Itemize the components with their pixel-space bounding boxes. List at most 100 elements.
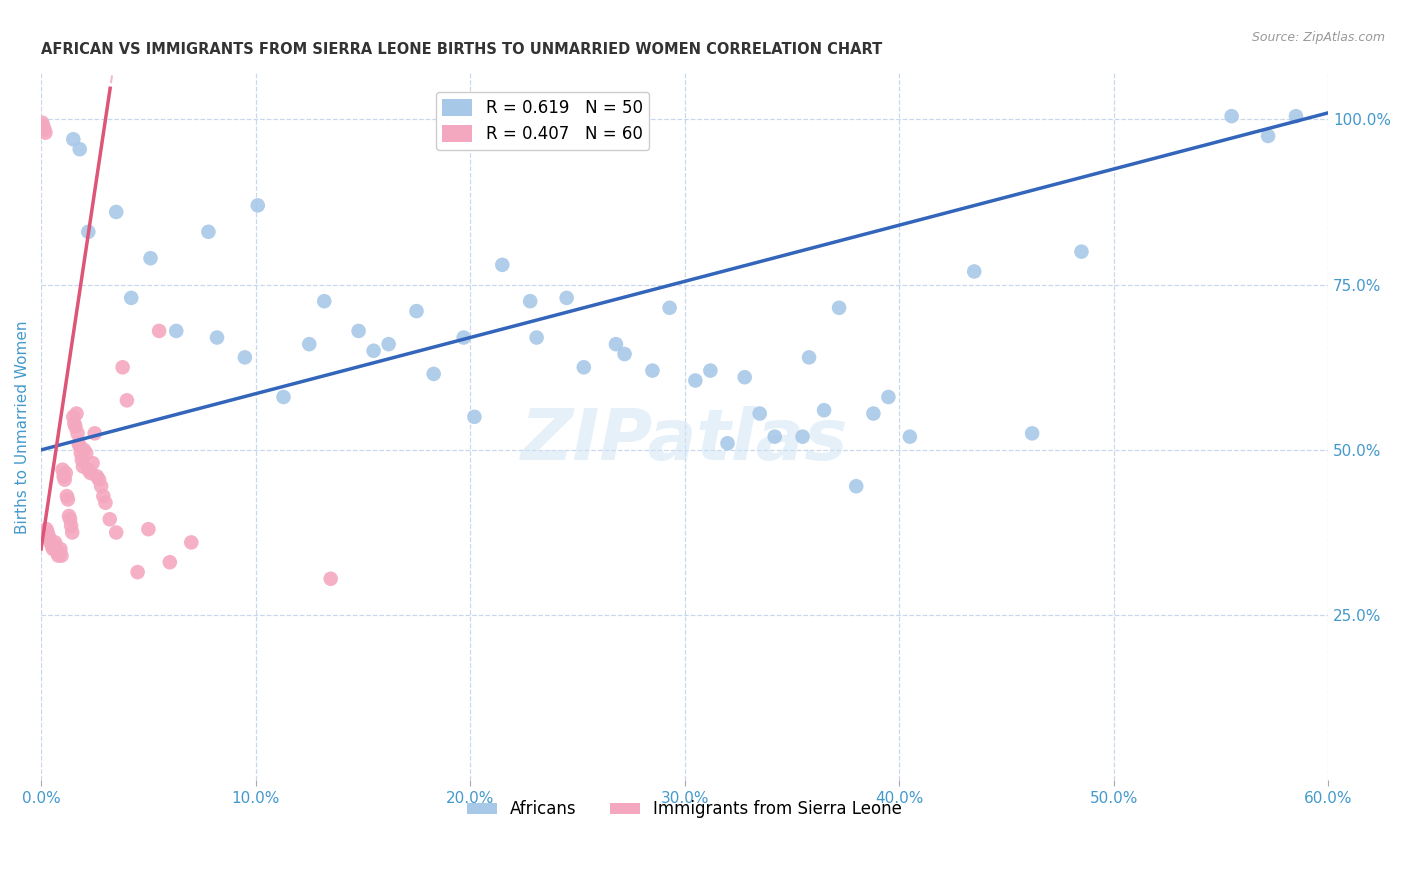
Point <box>49 541 72 556</box>
Point <box>716 436 738 450</box>
Point <box>246 198 269 212</box>
Point <box>792 430 814 444</box>
Point <box>45 541 67 556</box>
Point <box>658 301 681 315</box>
Point <box>62 132 84 146</box>
Text: ZIPatlas: ZIPatlas <box>522 407 848 475</box>
Point <box>38 529 60 543</box>
Point <box>797 351 820 365</box>
Point <box>1021 426 1043 441</box>
Point <box>180 535 202 549</box>
Point <box>67 436 90 450</box>
Point <box>70 452 93 467</box>
Point <box>763 430 786 444</box>
Point <box>491 258 513 272</box>
Point <box>377 337 399 351</box>
Point <box>748 407 770 421</box>
Point <box>75 446 97 460</box>
Point <box>42 539 65 553</box>
Point <box>314 294 336 309</box>
Point <box>138 522 160 536</box>
Text: Source: ZipAtlas.com: Source: ZipAtlas.com <box>1251 31 1385 45</box>
Point <box>41 539 63 553</box>
Point <box>87 473 110 487</box>
Point <box>65 407 87 421</box>
Point <box>613 347 636 361</box>
Point <box>877 390 900 404</box>
Point <box>82 456 104 470</box>
Point <box>572 360 595 375</box>
Text: AFRICAN VS IMMIGRANTS FROM SIERRA LEONE BIRTHS TO UNMARRIED WOMEN CORRELATION CH: AFRICAN VS IMMIGRANTS FROM SIERRA LEONE … <box>41 42 883 57</box>
Point <box>60 525 83 540</box>
Point <box>44 535 66 549</box>
Point <box>405 304 427 318</box>
Point <box>845 479 868 493</box>
Point <box>34 126 56 140</box>
Point <box>94 496 117 510</box>
Point <box>422 367 444 381</box>
Point <box>34 122 56 136</box>
Point <box>46 545 69 559</box>
Point <box>526 330 548 344</box>
Point <box>463 409 485 424</box>
Point <box>69 446 91 460</box>
Point <box>55 466 77 480</box>
Point <box>79 466 101 480</box>
Point <box>51 549 73 563</box>
Point <box>46 549 69 563</box>
Point <box>813 403 835 417</box>
Point <box>65 419 87 434</box>
Point <box>127 565 149 579</box>
Point <box>111 360 134 375</box>
Point <box>56 492 79 507</box>
Point <box>363 343 385 358</box>
Point <box>39 535 62 549</box>
Point <box>72 459 94 474</box>
Point <box>52 469 75 483</box>
Point <box>105 525 128 540</box>
Point <box>1257 128 1279 143</box>
Point <box>77 463 100 477</box>
Point <box>605 337 627 351</box>
Point <box>519 294 541 309</box>
Point <box>347 324 370 338</box>
Point <box>165 324 187 338</box>
Point <box>159 555 181 569</box>
Point <box>828 301 851 315</box>
Point <box>32 119 55 133</box>
Point <box>51 463 73 477</box>
Legend: Africans, Immigrants from Sierra Leone: Africans, Immigrants from Sierra Leone <box>460 794 910 825</box>
Point <box>73 442 96 457</box>
Point <box>685 374 707 388</box>
Point <box>66 426 89 441</box>
Point <box>35 522 58 536</box>
Point <box>31 116 53 130</box>
Point <box>641 363 664 377</box>
Point <box>53 473 76 487</box>
Point <box>77 225 100 239</box>
Point <box>59 512 82 526</box>
Point <box>86 469 108 483</box>
Point <box>555 291 578 305</box>
Point <box>734 370 756 384</box>
Point <box>115 393 138 408</box>
Point <box>38 532 60 546</box>
Point <box>139 252 162 266</box>
Point <box>63 417 86 431</box>
Point <box>1220 109 1243 123</box>
Y-axis label: Births to Unmarried Women: Births to Unmarried Women <box>15 320 30 533</box>
Point <box>699 363 721 377</box>
Point <box>48 545 70 559</box>
Point <box>319 572 342 586</box>
Point <box>298 337 321 351</box>
Point <box>69 440 91 454</box>
Point <box>233 351 256 365</box>
Point <box>1070 244 1092 259</box>
Point <box>42 541 65 556</box>
Point <box>453 330 475 344</box>
Point <box>862 407 884 421</box>
Point <box>1285 109 1308 123</box>
Point <box>69 142 91 156</box>
Point <box>83 426 105 441</box>
Point <box>148 324 170 338</box>
